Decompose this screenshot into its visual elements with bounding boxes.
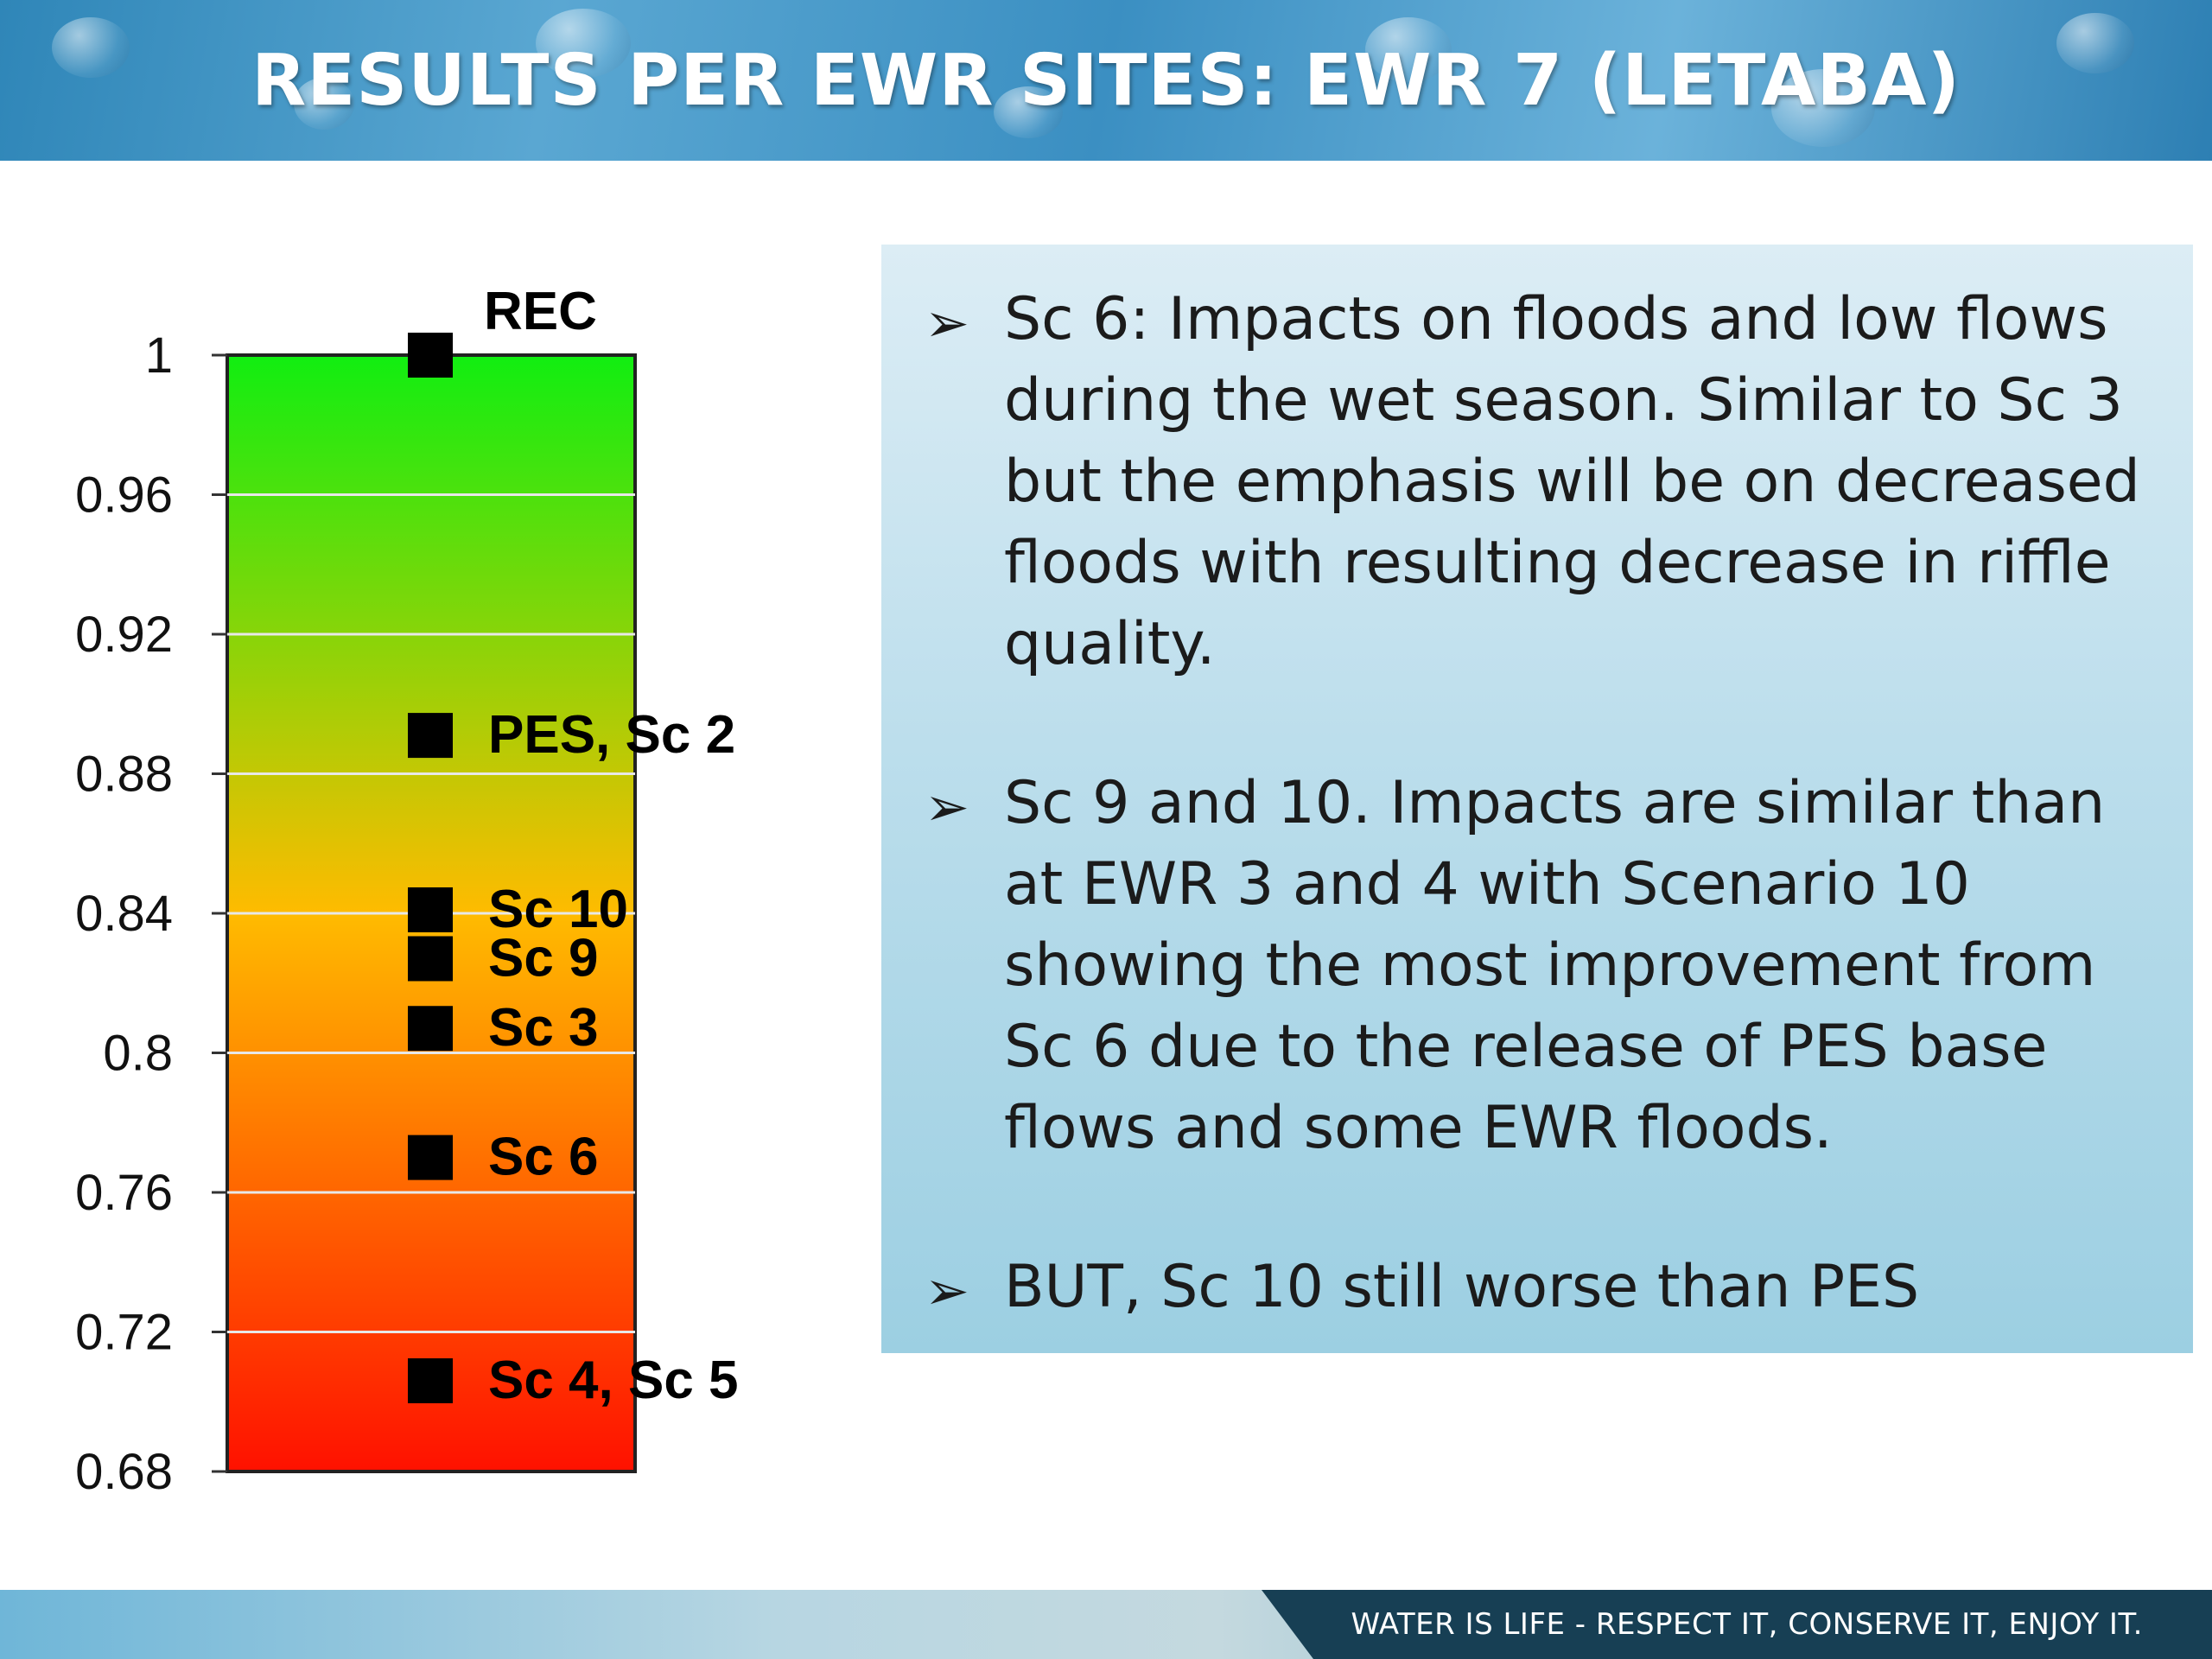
- arrow-bullet-icon: ➢: [925, 1259, 969, 1322]
- data-point-label: Sc 10: [488, 880, 628, 939]
- bullet-item-conclusion: ➢ BUT, Sc 10 still worse than PES: [907, 1247, 2141, 1328]
- y-tick-label: 1: [145, 327, 173, 384]
- footer-tagline: WATER IS LIFE - RESPECT IT, CONSERVE IT,…: [1351, 1607, 2143, 1642]
- title-banner: RESULTS PER EWR SITES: EWR 7 (LETABA): [0, 0, 2212, 161]
- arrow-bullet-icon: ➢: [925, 291, 969, 354]
- data-point-label: Sc 3: [488, 998, 599, 1058]
- water-drop-decoration: [1771, 69, 1875, 147]
- arrow-bullet-icon: ➢: [925, 775, 969, 838]
- water-drop-decoration: [294, 78, 354, 130]
- y-tick-label: 0.68: [75, 1444, 173, 1500]
- chart-svg: 1 0.96 0.92 0.88 0.84 0.8 0.76 0.72 0.68 REC PES,…: [75, 282, 739, 1500]
- bullet-item-sc9-sc10: ➢ Sc 9 and 10. Impacts are similar than …: [907, 763, 2141, 1169]
- ecostatus-chart: 1 0.96 0.92 0.88 0.84 0.8 0.76 0.72 0.68 REC PES,…: [0, 242, 830, 1521]
- data-point-marker: [408, 1006, 453, 1052]
- water-drop-decoration: [994, 86, 1063, 138]
- data-point-marker: [408, 333, 453, 378]
- data-point-label: REC: [484, 282, 597, 341]
- data-point-marker: [408, 887, 453, 932]
- explanation-panel: ➢ Sc 6: Impacts on floods and low flows …: [881, 245, 2193, 1353]
- water-drop-decoration: [52, 17, 130, 78]
- data-point-marker: [408, 936, 453, 982]
- data-point-label: Sc 9: [488, 928, 599, 988]
- data-point-label: Sc 4, Sc 5: [488, 1351, 739, 1410]
- footer-bar: WATER IS LIFE - RESPECT IT, CONSERVE IT,…: [0, 1590, 2212, 1659]
- y-tick-label: 0.88: [75, 747, 173, 803]
- y-tick-label: 0.8: [103, 1026, 173, 1082]
- bullet-text: BUT, Sc 10 still worse than PES: [1004, 1253, 1920, 1321]
- y-tick-label: 0.72: [75, 1305, 173, 1361]
- water-drop-decoration: [2056, 13, 2134, 73]
- bullet-item-sc6: ➢ Sc 6: Impacts on floods and low flows …: [907, 279, 2141, 685]
- data-point-marker: [408, 1358, 453, 1404]
- footer-dark-band: [1262, 1590, 2212, 1659]
- page-title: RESULTS PER EWR SITES: EWR 7 (LETABA): [251, 39, 1961, 122]
- bullet-text: Sc 9 and 10. Impacts are similar than at…: [1004, 769, 2106, 1162]
- y-tick-label: 0.92: [75, 607, 173, 663]
- water-drop-decoration: [1365, 17, 1452, 82]
- bullet-text: Sc 6: Impacts on floods and low flows du…: [1004, 285, 2140, 678]
- data-point-marker: [408, 713, 453, 759]
- data-point-label: PES, Sc 2: [488, 705, 735, 765]
- y-tick-label: 0.96: [75, 467, 173, 524]
- y-tick-label: 0.76: [75, 1165, 173, 1221]
- y-tick-label: 0.84: [75, 886, 173, 942]
- data-point-label: Sc 6: [488, 1128, 599, 1187]
- water-drop-decoration: [536, 9, 631, 78]
- data-point-marker: [408, 1135, 453, 1180]
